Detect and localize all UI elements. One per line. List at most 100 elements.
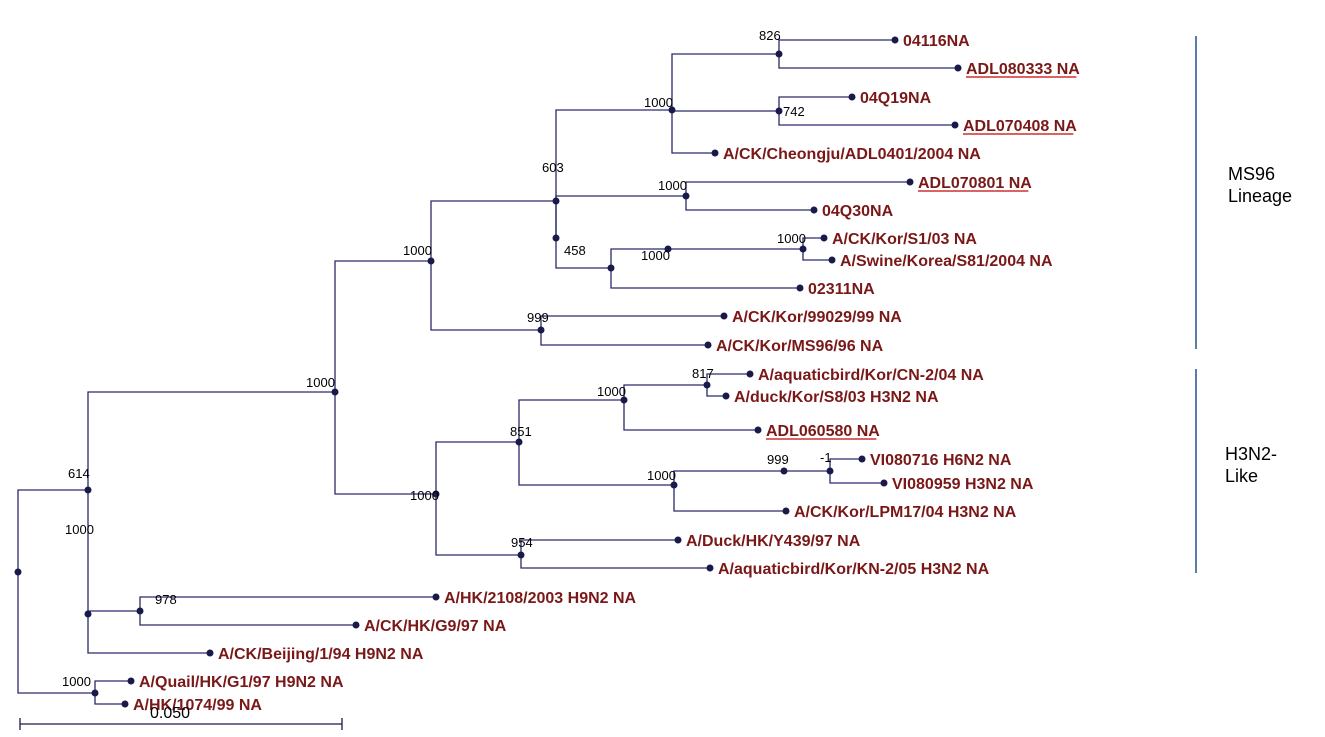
internal-node	[608, 265, 615, 272]
branch	[436, 442, 519, 494]
branch	[803, 238, 824, 249]
leaf-node	[353, 622, 360, 629]
taxon-label: A/CK/Kor/99029/99 NA	[732, 309, 902, 326]
branch	[686, 182, 910, 196]
bootstrap-value: 742	[783, 104, 805, 119]
taxon-label: ADL080333 NA	[966, 61, 1080, 78]
leaf-node	[955, 65, 962, 72]
bootstrap-value: 1000	[647, 468, 676, 483]
scale-bar-label: 0.050	[150, 705, 190, 722]
bootstrap-value: 1000	[65, 522, 94, 537]
leaf-node	[721, 313, 728, 320]
bootstrap-value: 999	[527, 310, 549, 325]
leaf-node	[811, 207, 818, 214]
internal-node	[683, 193, 690, 200]
branch	[556, 110, 672, 201]
taxon-label: A/Swine/Korea/S81/2004 NA	[840, 253, 1053, 270]
bootstrap-value: 954	[511, 535, 533, 550]
branch	[803, 249, 832, 260]
leaf-node	[892, 37, 899, 44]
bootstrap-value: -1	[820, 450, 832, 465]
leaf-node	[128, 678, 135, 685]
taxon-label: A/CK/HK/G9/97 NA	[364, 618, 507, 635]
bootstrap-value: 999	[767, 452, 789, 467]
taxon-label: A/CK/Kor/S1/03 NA	[832, 231, 977, 248]
leaf-node	[712, 150, 719, 157]
leaf-node	[747, 371, 754, 378]
phylogenetic-tree: 6141000978100010001000603100082674245810…	[0, 0, 1325, 737]
taxon-label: ADL070408 NA	[963, 118, 1077, 135]
branch	[95, 693, 125, 704]
bootstrap-value: 458	[564, 243, 586, 258]
taxon-label: 04Q30NA	[822, 203, 894, 220]
leaf-node	[952, 122, 959, 129]
branch	[779, 40, 895, 54]
branch	[674, 485, 786, 511]
branch	[521, 540, 678, 555]
lineage-label: MS96	[1228, 164, 1275, 184]
internal-node	[15, 569, 22, 576]
branch	[88, 611, 140, 614]
branch	[674, 471, 784, 485]
bootstrap-value: 1000	[403, 243, 432, 258]
branch	[672, 54, 779, 110]
internal-node	[827, 468, 834, 475]
leaf-node	[207, 650, 214, 657]
branch	[436, 494, 521, 555]
branch	[88, 614, 210, 653]
branch	[140, 611, 356, 625]
branch	[541, 316, 724, 330]
internal-node	[518, 552, 525, 559]
branch	[779, 54, 958, 68]
lineage-label: Like	[1225, 466, 1258, 486]
taxon-label: A/duck/Kor/S8/03 H3N2 NA	[734, 389, 939, 406]
branch	[521, 555, 710, 568]
branch	[624, 385, 707, 400]
branch	[830, 459, 862, 471]
internal-node	[704, 382, 711, 389]
bootstrap-value: 851	[510, 424, 532, 439]
branch	[431, 261, 541, 330]
leaf-node	[797, 285, 804, 292]
taxon-label: 02311NA	[808, 281, 875, 298]
bootstrap-value: 1000	[62, 674, 91, 689]
leaf-node	[433, 594, 440, 601]
taxon-label: VI080716 H6N2 NA	[870, 452, 1012, 469]
taxon-label: 04116NA	[903, 33, 970, 50]
leaf-node	[675, 537, 682, 544]
lineage-label: H3N2-	[1225, 444, 1277, 464]
bootstrap-value: 817	[692, 366, 714, 381]
branch	[88, 392, 335, 490]
internal-node	[85, 611, 92, 618]
bootstrap-value: 1000	[306, 375, 335, 390]
leaf-node	[821, 235, 828, 242]
bootstrap-value: 614	[68, 466, 90, 481]
branch	[779, 111, 955, 125]
branch	[556, 196, 686, 238]
leaf-node	[829, 257, 836, 264]
leaf-node	[881, 480, 888, 487]
bootstrap-value: 1000	[644, 95, 673, 110]
bootstrap-value: 1000	[597, 384, 626, 399]
internal-node	[553, 198, 560, 205]
bootstrap-value: 1000	[410, 488, 439, 503]
taxon-label: A/CK/Cheongju/ADL0401/2004 NA	[723, 146, 981, 163]
leaf-node	[859, 456, 866, 463]
taxon-label: A/CK/Kor/MS96/96 NA	[716, 338, 884, 355]
internal-node	[538, 327, 545, 334]
branch	[335, 261, 431, 392]
internal-node	[553, 235, 560, 242]
branch	[686, 196, 814, 210]
internal-node	[85, 487, 92, 494]
taxon-label: A/aquaticbird/Kor/CN-2/04 NA	[758, 367, 984, 384]
leaf-node	[122, 701, 129, 708]
internal-node	[776, 51, 783, 58]
leaf-node	[907, 179, 914, 186]
taxon-label: A/CK/Kor/LPM17/04 H3N2 NA	[794, 504, 1017, 521]
branch	[541, 330, 708, 345]
lineage-label: Lineage	[1228, 186, 1292, 206]
taxon-label: A/aquaticbird/Kor/KN-2/05 H3N2 NA	[718, 561, 990, 578]
internal-node	[428, 258, 435, 265]
leaf-node	[755, 427, 762, 434]
branch	[672, 110, 779, 111]
